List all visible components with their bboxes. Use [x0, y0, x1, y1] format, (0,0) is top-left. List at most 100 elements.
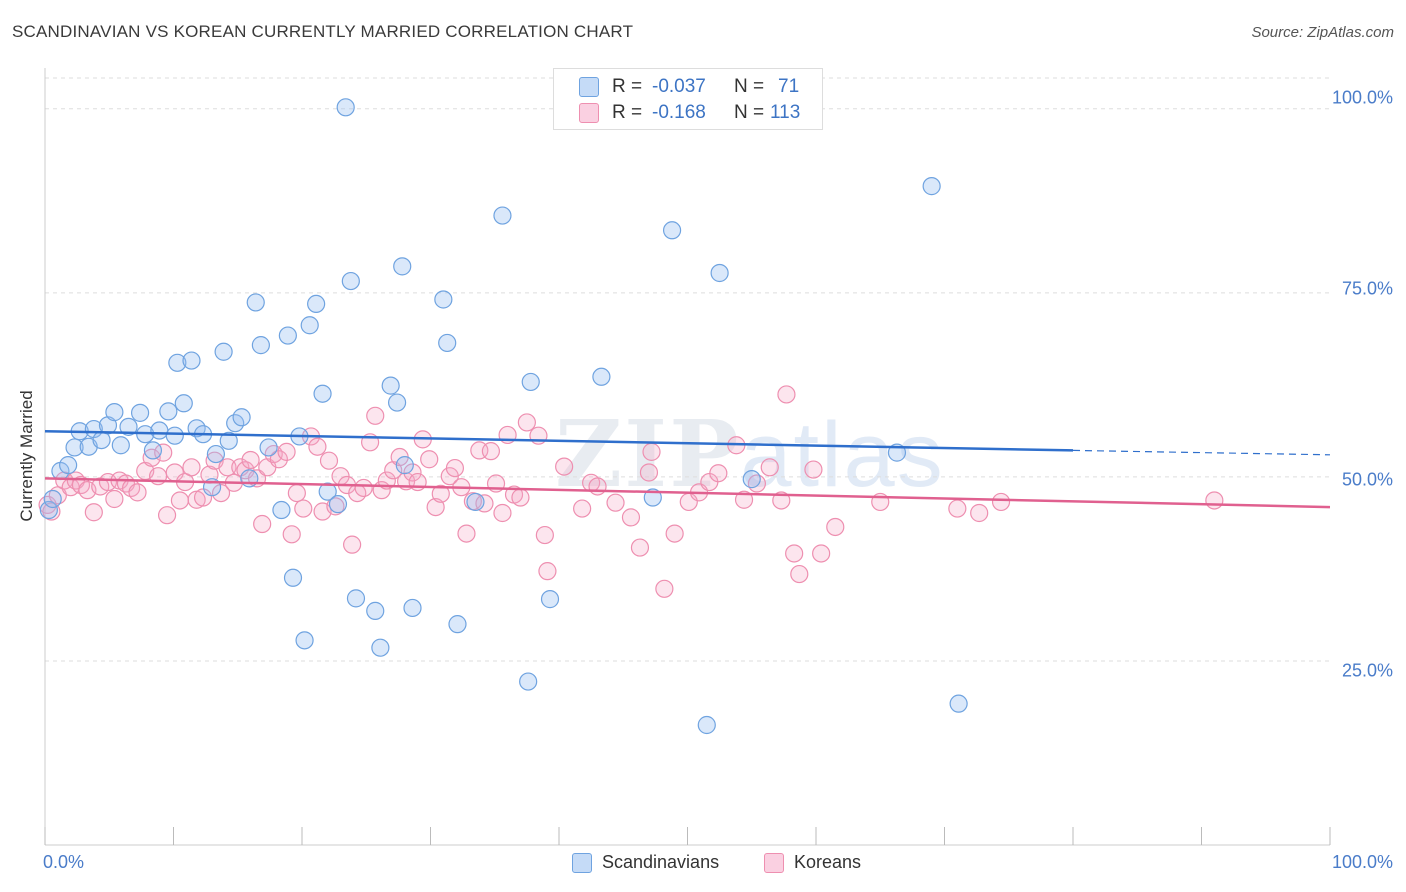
- n-label: N =: [734, 102, 765, 123]
- scandinavian-point: [105, 403, 124, 422]
- scandinavian-point: [251, 336, 270, 355]
- scandinavian-point: [182, 351, 201, 370]
- korean-point: [991, 492, 1011, 512]
- korean-point: [431, 484, 450, 503]
- korean-point: [142, 448, 161, 467]
- korean-point: [517, 413, 536, 432]
- korean-point: [709, 464, 728, 483]
- axes: [44, 68, 1331, 846]
- korean-point: [253, 514, 272, 534]
- korean-point: [734, 490, 754, 509]
- korean-point: [445, 458, 465, 478]
- scandinavian-point: [493, 206, 512, 225]
- legend-label-scandinavians: Scandinavians: [602, 852, 720, 872]
- korean-point: [1205, 491, 1224, 510]
- korean-point: [98, 472, 118, 492]
- scandinavian-point: [59, 456, 78, 475]
- korean-point: [772, 491, 791, 510]
- scandinavian-point: [206, 444, 226, 464]
- korean-point: [777, 385, 796, 404]
- korean-point: [105, 489, 124, 509]
- scandinavian-point: [39, 500, 58, 520]
- scandinavian-point: [521, 372, 540, 392]
- y-tick-label-50: 50.0%: [1341, 469, 1393, 490]
- scandinavian-point: [168, 353, 187, 372]
- source-credit: Source: ZipAtlas.com: [1251, 24, 1394, 41]
- scandinavian-point: [313, 384, 332, 403]
- korean-point: [182, 458, 201, 477]
- korean-point: [308, 437, 327, 456]
- korean-point: [128, 483, 147, 502]
- scandinavian-point: [662, 221, 682, 240]
- korean-point: [170, 491, 190, 510]
- scandinavian-point: [111, 436, 130, 455]
- scandinavian-point: [341, 271, 360, 291]
- korean-point: [621, 508, 641, 527]
- scandinavian-point: [318, 482, 337, 501]
- trend-lines: [44, 430, 1331, 509]
- scandinavian-point: [283, 568, 303, 587]
- legend-item-scandinavians[interactable]: Scandinavians: [572, 852, 719, 873]
- y-axis-label: Currently Married: [17, 390, 36, 522]
- scandinavian-point: [381, 376, 400, 395]
- scandinavian-point: [466, 492, 485, 512]
- korean-point: [218, 458, 237, 477]
- legend-item-koreans[interactable]: Koreans: [764, 852, 861, 873]
- legend-label-koreans: Koreans: [794, 852, 862, 872]
- korean-point: [269, 450, 288, 469]
- scandinavian-point: [366, 601, 385, 620]
- stats-row-scandinavians: R = -0.037 N = 71: [554, 74, 822, 100]
- scandinavian-point: [119, 417, 138, 436]
- koreans-trend-line: [44, 477, 1331, 509]
- scandinavian-point: [143, 441, 163, 460]
- korean-point: [319, 451, 339, 470]
- korean-point: [366, 406, 385, 425]
- scandinavian-point: [159, 402, 178, 421]
- korean-point: [241, 450, 260, 470]
- korean-point: [790, 564, 809, 584]
- korean-point: [535, 525, 554, 545]
- scandinavian-point: [165, 426, 184, 445]
- korean-point: [481, 442, 500, 461]
- n-label: N =: [734, 76, 765, 97]
- korean-point: [639, 463, 659, 482]
- scandinavian-point: [697, 715, 716, 735]
- scandinavian-point: [519, 672, 538, 691]
- korean-point: [475, 494, 494, 513]
- n-value: 113: [770, 102, 801, 123]
- scandinavian-point: [949, 694, 968, 713]
- korean-point: [970, 503, 989, 523]
- y-tick-label-75: 75.0%: [1341, 278, 1393, 299]
- korean-point: [493, 503, 512, 523]
- scandinavians-points: [39, 98, 968, 735]
- scandinavian-point: [393, 257, 412, 276]
- x-tick-label-max: 100.0%: [1331, 852, 1393, 872]
- scandinavian-point: [395, 456, 414, 475]
- scandinavians-trend-extension: [1072, 449, 1331, 456]
- scandinavian-point: [219, 431, 238, 450]
- scandinavian-point: [540, 590, 560, 609]
- stats-legend: R = -0.037 N = 71 R = -0.168 N = 113: [553, 68, 823, 130]
- scandinavians-swatch: [579, 77, 599, 97]
- scandinavian-point: [336, 98, 355, 117]
- scandinavian-point: [922, 177, 941, 196]
- korean-point: [804, 460, 823, 479]
- korean-point: [403, 463, 422, 482]
- scandinavian-point: [130, 403, 150, 422]
- korean-point: [588, 477, 607, 496]
- korean-point: [420, 450, 439, 469]
- grid-lines: [45, 77, 1330, 662]
- korean-point: [326, 497, 345, 516]
- scandinavian-point: [438, 333, 457, 353]
- korean-point: [826, 517, 845, 537]
- korean-point: [211, 484, 231, 503]
- n-value: 71: [778, 76, 800, 97]
- korean-point: [511, 488, 530, 507]
- scandinavian-point: [240, 469, 259, 488]
- korean-point: [555, 457, 574, 476]
- y-tick-label-25: 25.0%: [1341, 660, 1393, 681]
- scandinavian-point: [246, 293, 265, 312]
- scandinavians-trend-line: [44, 430, 1074, 452]
- scandinavian-point: [328, 495, 348, 514]
